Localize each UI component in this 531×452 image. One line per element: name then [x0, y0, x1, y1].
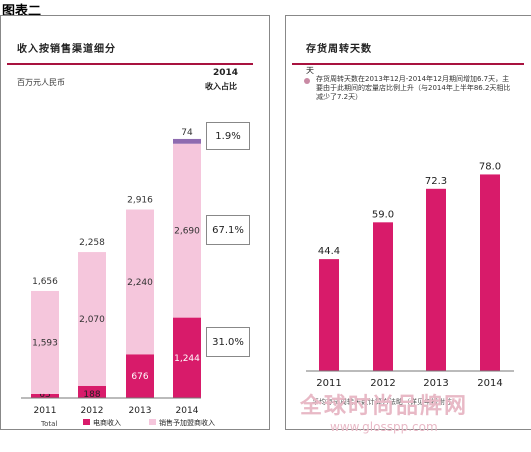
- title-rule: [7, 63, 253, 65]
- legend-label-ecommerce: 电商收入: [93, 419, 121, 427]
- share-box-top: 1.9%: [206, 122, 250, 150]
- bar-middle-2013: [126, 209, 154, 355]
- share-value: 1.9%: [215, 130, 241, 142]
- bullet-icon: [304, 78, 310, 84]
- bar-bottom-2012: [78, 385, 106, 398]
- legend-swatch-ecommerce: [83, 419, 90, 425]
- unit-label: 百万元人民币: [17, 78, 65, 87]
- data-label-middle: 2,240: [127, 278, 153, 288]
- bar-2011: [319, 259, 339, 371]
- revenue-stacked-bar-chart: 63 1,593 1,656 2011 188 2,070 2,258 2012 676 2,24…: [21, 128, 201, 416]
- x-tick-label: 2013: [423, 378, 448, 389]
- inventory-note: 存货周转天数在2013年12月-2014年12月期间增加6.7天，主要由于此期间…: [316, 75, 511, 101]
- x-tick-label: 2012: [370, 378, 395, 389]
- inventory-panel: 存货周转天数 天 存货周转天数在2013年12月-2014年12月期间增加6.7…: [285, 15, 531, 430]
- bar-2013: [426, 188, 446, 371]
- bar-bottom-2011: [31, 393, 59, 398]
- share-box-bottom: 31.0%: [206, 327, 250, 357]
- total-label: 2,916: [127, 196, 153, 206]
- data-label-middle: 2,070: [79, 315, 105, 325]
- data-label-bottom: 63: [39, 390, 50, 400]
- bar-2012: [373, 222, 393, 371]
- share-box-middle: 67.1%: [206, 215, 250, 245]
- data-label-middle: 2,690: [174, 227, 200, 237]
- revenue-panel-title: 收入按销售渠道细分: [17, 44, 116, 55]
- share-value: 67.1%: [212, 224, 244, 236]
- watermark: 全球时尚品牌网: [300, 394, 469, 419]
- watermark-url: www.glosspp.com: [330, 420, 438, 434]
- data-label-bottom: 188: [83, 390, 100, 400]
- data-label: 44.4: [318, 246, 340, 257]
- data-label-bottom: 1,244: [174, 354, 200, 364]
- total-label: 1,656: [32, 277, 58, 287]
- x-tick-label: 2012: [81, 406, 104, 416]
- bar-bottom-2014: [173, 317, 201, 398]
- data-label: 78.0: [479, 161, 501, 172]
- share-value: 31.0%: [212, 336, 244, 348]
- inventory-footer: 平均存货周转天数计算方法略（详见年报附注）: [312, 398, 459, 406]
- year-header: 2014: [213, 68, 239, 78]
- data-label: 59.0: [372, 209, 394, 220]
- legend-swatch-franchise: [149, 419, 156, 425]
- bar-middle-2012: [78, 252, 106, 386]
- total-label: 2,258: [79, 238, 105, 248]
- data-label-top: 74: [181, 128, 193, 138]
- bar-top-2014: [173, 138, 201, 144]
- legend-label-franchise: 销售予加盟商收入: [159, 419, 215, 427]
- legend-total: Total: [41, 420, 58, 428]
- x-tick-label: 2011: [316, 378, 341, 389]
- bar-bottom-2013: [126, 354, 154, 398]
- x-tick-label: 2011: [34, 406, 57, 416]
- x-tick-label: 2013: [129, 406, 152, 416]
- data-label-bottom: 676: [131, 372, 148, 382]
- bar-middle-2014: [173, 143, 201, 318]
- data-label-middle: 1,593: [32, 338, 58, 348]
- revenue-panel: 收入按销售渠道细分 百万元人民币 2014 收入占比 1.9% 67.1% 31…: [0, 15, 270, 430]
- title-rule: [292, 63, 524, 65]
- data-label: 72.3: [425, 176, 447, 187]
- inventory-bar-chart: 44.4 2011 59.0 2012 72.3 2013 78.0 2014: [306, 161, 514, 389]
- bar-2014: [480, 174, 500, 371]
- x-tick-label: 2014: [176, 406, 199, 416]
- x-tick-label: 2014: [477, 378, 502, 389]
- share-header: 收入占比: [205, 82, 237, 91]
- unit-label: 天: [306, 66, 314, 75]
- bar-middle-2011: [31, 290, 59, 394]
- inventory-panel-title: 存货周转天数: [306, 44, 372, 55]
